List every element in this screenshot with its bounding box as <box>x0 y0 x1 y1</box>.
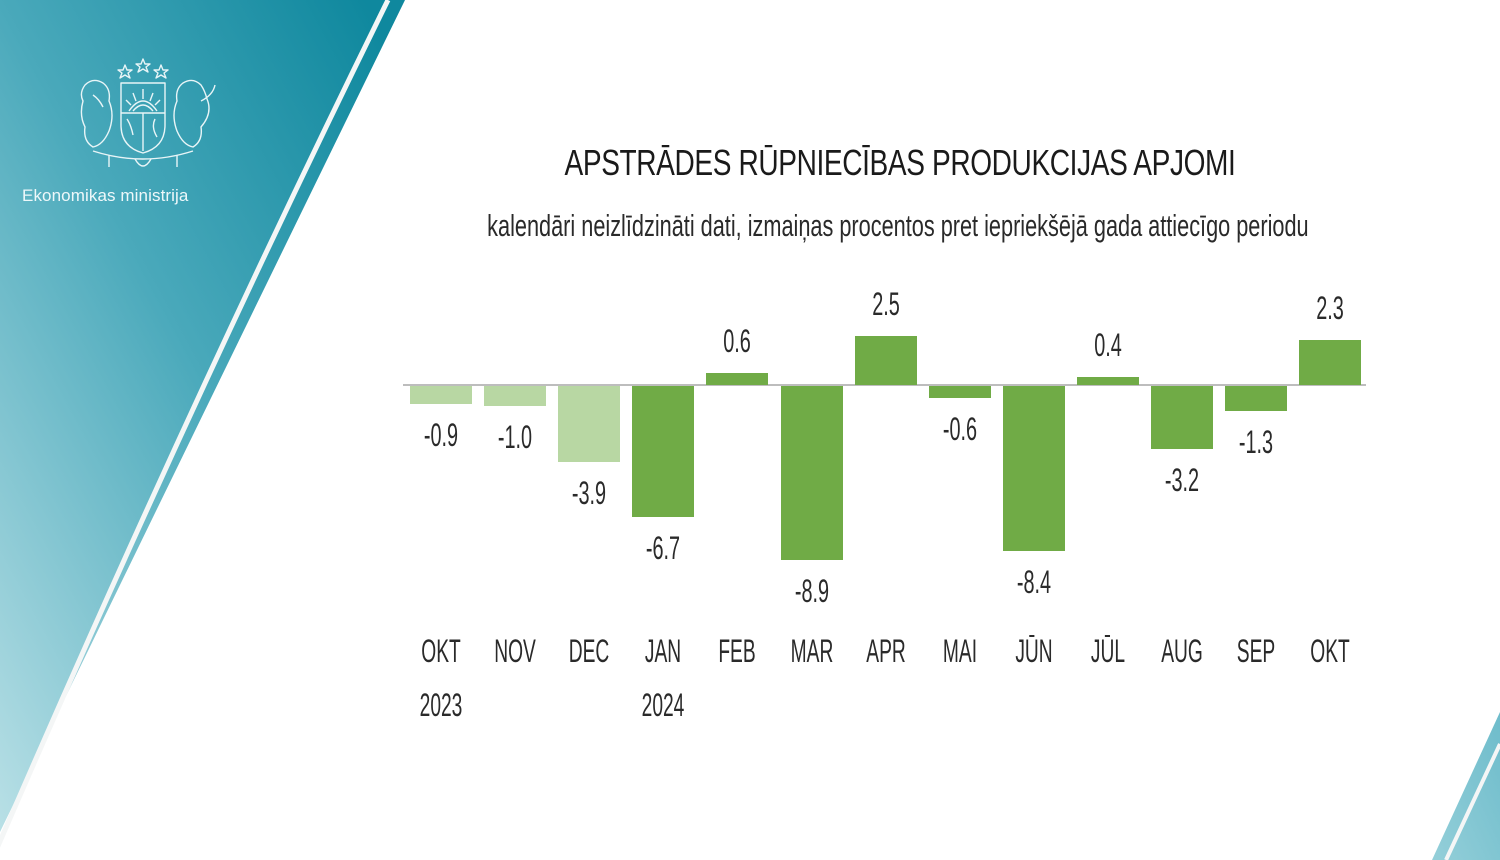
category-label: JŪL <box>1090 633 1125 669</box>
bar <box>1151 386 1213 449</box>
bar <box>1299 339 1362 385</box>
category-label: DEC <box>568 633 610 669</box>
brand-block: Ekonomikas ministrija <box>22 55 230 206</box>
chart-subtitle: kalendāri neizlīdzināti dati, izmaiņas p… <box>487 208 1309 243</box>
bar <box>928 386 991 398</box>
category-label: MAI <box>942 633 977 669</box>
teal-corner-panel <box>1432 712 1500 860</box>
category-label: JAN <box>645 633 682 669</box>
chart-title: APSTRĀDES RŪPNIECĪBAS PRODUKCIJAS APJOMI <box>564 142 1236 183</box>
year-label: 2023 <box>419 687 463 723</box>
category-label: MAR <box>790 633 833 669</box>
bar <box>1225 386 1288 412</box>
bar <box>780 386 843 561</box>
category-label: JŪN <box>1015 633 1053 669</box>
category-label: SEP <box>1236 633 1276 669</box>
category-label: OKT <box>421 633 461 669</box>
corner-white-stripe <box>1444 743 1500 860</box>
zero-axis-line <box>403 384 1366 386</box>
white-stripe <box>0 0 391 848</box>
bar <box>706 373 769 385</box>
value-label: -0.6 <box>942 410 977 447</box>
category-label: OKT <box>1310 633 1350 669</box>
teal-side-panel <box>0 0 405 832</box>
bar <box>632 386 695 518</box>
latvia-coat-of-arms-icon <box>80 58 216 167</box>
category-label: APR <box>865 633 906 669</box>
bar <box>1002 386 1065 551</box>
value-label: 2.3 <box>1316 289 1344 326</box>
value-label: -0.9 <box>423 416 459 453</box>
bar <box>558 386 621 463</box>
bar <box>484 386 547 406</box>
category-label: NOV <box>494 633 536 669</box>
ministry-name: Ekonomikas ministrija <box>22 186 189 205</box>
value-label: -3.2 <box>1164 461 1200 498</box>
category-label: AUG <box>1161 633 1203 669</box>
year-label: 2024 <box>641 687 685 723</box>
value-label: -6.7 <box>646 530 681 567</box>
value-label: -8.4 <box>1016 563 1051 600</box>
bar <box>1076 377 1139 385</box>
bar <box>854 336 917 385</box>
bar <box>410 386 472 404</box>
category-label: FEB <box>718 633 757 669</box>
value-label: -1.3 <box>1238 424 1274 461</box>
value-label: -8.9 <box>794 573 829 610</box>
value-label: 0.4 <box>1094 327 1122 364</box>
value-label: -3.9 <box>572 475 607 512</box>
value-label: 2.5 <box>871 286 900 322</box>
value-label: -1.0 <box>497 418 533 455</box>
value-label: 0.6 <box>723 323 752 360</box>
